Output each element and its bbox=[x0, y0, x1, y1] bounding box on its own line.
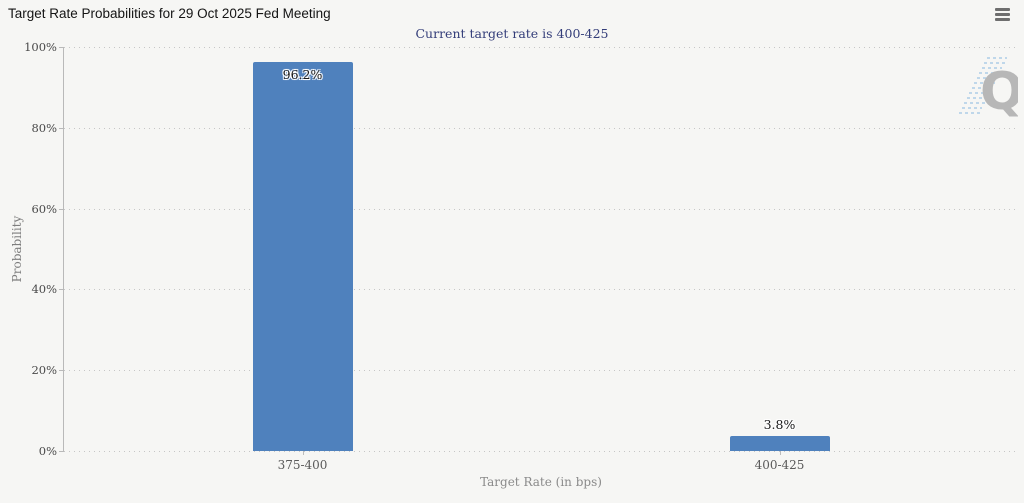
y-tick-label-20: 20% bbox=[31, 363, 57, 378]
chart-subtitle: Current target rate is 400-425 bbox=[415, 26, 609, 41]
y-tick-label-0: 0% bbox=[38, 444, 57, 458]
plot-area: 0% 20% 40% 60% 80% 100% 96.2% 375-400 3.8% 400-42… bbox=[24, 40, 1018, 489]
hamburger-bar bbox=[995, 18, 1010, 21]
x-tick-375-400 bbox=[302, 451, 304, 455]
y-tick-label-40: 40% bbox=[31, 282, 57, 297]
gridline-0 bbox=[64, 451, 1018, 452]
y-tick-label-60: 60% bbox=[31, 201, 57, 216]
y-tick-60 bbox=[59, 208, 64, 210]
y-tick-label-80: 80% bbox=[31, 120, 57, 135]
chart-title: Target Rate Probabilities for 29 Oct 202… bbox=[8, 6, 331, 21]
x-category-label: 400-425 bbox=[754, 458, 805, 472]
bar-value-label: 3.8% bbox=[763, 416, 796, 432]
y-tick-0 bbox=[59, 451, 64, 452]
y-tick-80 bbox=[59, 127, 64, 129]
y-tick-40 bbox=[59, 289, 64, 291]
gridline-60 bbox=[64, 208, 1018, 210]
hamburger-icon[interactable] bbox=[995, 7, 1012, 22]
gridline-40 bbox=[64, 289, 1018, 291]
hamburger-bar bbox=[995, 8, 1010, 11]
hamburger-bar bbox=[995, 13, 1010, 16]
bar-400-425[interactable] bbox=[729, 435, 830, 451]
x-tick-400-425 bbox=[779, 451, 781, 455]
gridline-80 bbox=[64, 127, 1018, 129]
y-tick-20 bbox=[59, 370, 64, 372]
quikstrike-logo-icon: Q bbox=[956, 54, 1024, 122]
bar-value-label: 96.2% bbox=[282, 67, 323, 83]
x-axis-title: Target Rate (in bps) bbox=[480, 475, 602, 489]
y-axis-title: Probability bbox=[10, 215, 24, 283]
y-tick-100 bbox=[59, 47, 64, 48]
bar-375-400[interactable] bbox=[252, 62, 353, 451]
gridline-100 bbox=[64, 47, 1018, 48]
x-category-label: 375-400 bbox=[277, 458, 328, 472]
gridline-20 bbox=[64, 370, 1018, 372]
y-tick-label-100: 100% bbox=[24, 40, 57, 54]
logo-q-letter: Q bbox=[980, 62, 1018, 118]
